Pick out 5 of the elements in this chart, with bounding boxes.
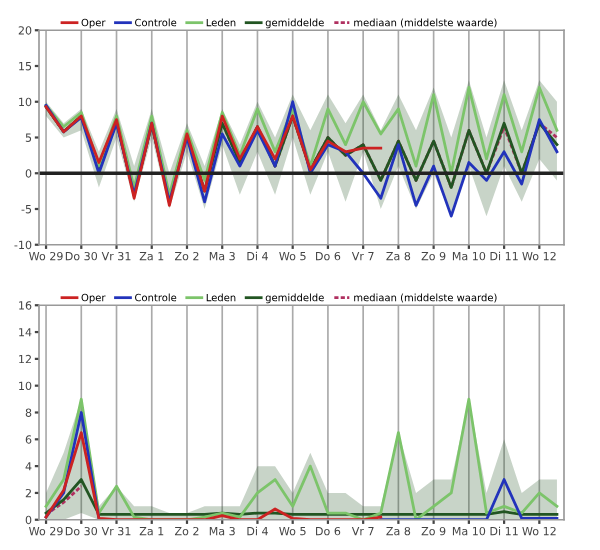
line-series [44,86,559,197]
line-series [44,105,383,207]
line-series [44,100,559,218]
line-series [44,478,559,516]
line-series [44,431,383,520]
